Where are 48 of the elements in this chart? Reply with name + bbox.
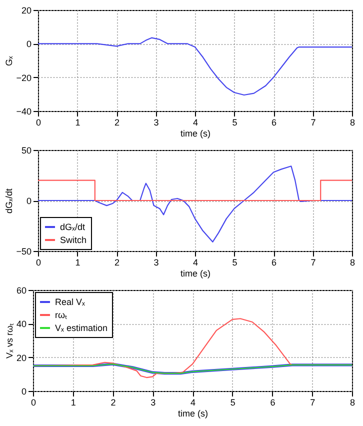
y-tick-label: 60: [16, 286, 26, 296]
x-tick-label: 3: [150, 398, 156, 408]
legend-label: Real Vₓ: [55, 297, 86, 307]
legend-label: Switch: [60, 235, 87, 245]
x-axis-title: time (s): [178, 408, 208, 418]
y-tick-label: 50: [21, 146, 32, 156]
legend-label: rωₜ: [55, 310, 68, 320]
x-axis-title: time (s): [180, 128, 210, 138]
x-tick-label: 0: [36, 118, 42, 128]
legend-label: dGₓ/dt: [60, 222, 86, 232]
x-tick-label: 1: [75, 118, 80, 128]
x-tick-label: 6: [270, 398, 276, 408]
y-axis-title: Vₓ vs rωₜ: [4, 324, 14, 358]
y-tick-label: 20: [21, 6, 32, 16]
x-tick-label: 8: [350, 398, 356, 408]
x-tick-label: 3: [154, 118, 159, 128]
y-axis-title: Gₓ: [4, 56, 14, 66]
x-tick-label: 4: [192, 258, 198, 268]
x-tick-label: 7: [310, 258, 316, 268]
x-tick-label: 2: [110, 398, 116, 408]
x-tick-label: 7: [310, 398, 316, 408]
y-tick-label: 0: [26, 39, 32, 50]
x-tick-label: 7: [310, 118, 316, 128]
x-tick-label: 5: [232, 118, 238, 128]
y-tick-label: 20: [16, 352, 26, 363]
x-tick-label: 4: [190, 398, 196, 408]
y-tick-label: 0: [21, 386, 26, 396]
x-tick-label: 2: [114, 118, 120, 128]
y-tick-label: −40: [16, 106, 32, 116]
x-tick-label: 1: [70, 398, 76, 408]
x-tick-label: 8: [350, 258, 356, 268]
x-axis-title: time (s): [180, 268, 210, 278]
y-tick-label: 0: [26, 196, 32, 206]
x-tick-label: 0: [36, 258, 42, 268]
legend-label: Vₓ estimation: [55, 323, 108, 333]
x-tick-label: 8: [350, 118, 356, 128]
x-tick-label: 2: [114, 258, 120, 268]
x-tick-label: 6: [271, 118, 277, 128]
y-tick-label: −50: [16, 246, 32, 256]
x-tick-label: 6: [271, 258, 277, 268]
x-tick-label: 5: [232, 258, 238, 268]
y-tick-label: −20: [16, 72, 32, 83]
y-axis-title: dGₓ/dt: [4, 188, 14, 214]
x-tick-label: 3: [154, 258, 159, 268]
x-tick-label: 4: [192, 118, 198, 128]
x-tick-label: 5: [230, 398, 236, 408]
y-tick-label: 40: [16, 319, 26, 330]
x-tick-label: 1: [75, 258, 80, 268]
